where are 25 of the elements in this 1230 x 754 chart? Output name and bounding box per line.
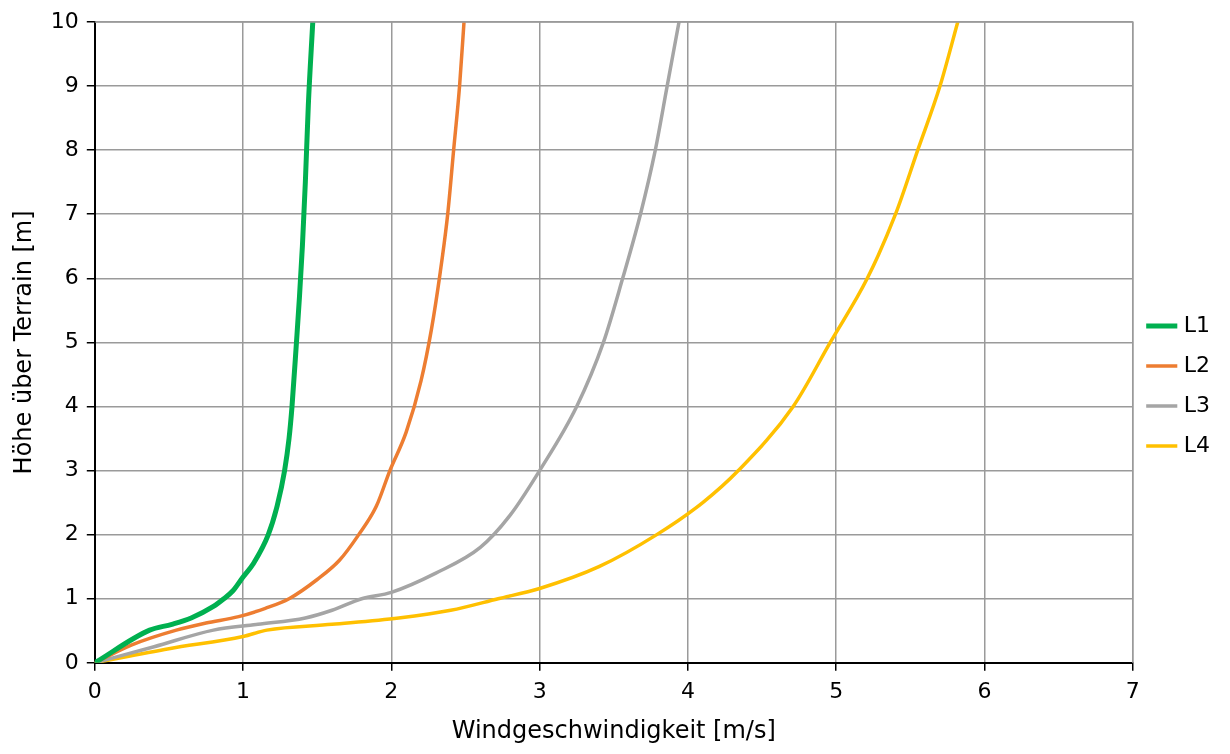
x-tick-label: 1 (236, 677, 251, 703)
y-tick-label: 1 (64, 584, 79, 610)
y-tick-label: 10 (50, 7, 79, 33)
y-tick-label: 6 (64, 264, 79, 290)
y-tick-label: 3 (64, 456, 79, 482)
y-tick-label: 4 (64, 392, 79, 418)
x-tick-label: 2 (384, 677, 399, 703)
legend-label: L1 (1183, 311, 1211, 337)
x-tick-label: 5 (829, 677, 844, 703)
x-tick-label: 7 (1125, 677, 1140, 703)
y-tick-label: 0 (64, 648, 79, 674)
legend-label: L3 (1183, 391, 1211, 417)
x-axis-title: Windgeschwindigkeit [m/s] (451, 715, 776, 744)
x-tick-label: 3 (532, 677, 547, 703)
y-tick-label: 2 (64, 520, 79, 546)
legend-label: L4 (1183, 431, 1211, 457)
x-tick-label: 0 (87, 677, 102, 703)
x-tick-label: 4 (680, 677, 695, 703)
x-tick-label: 6 (977, 677, 992, 703)
y-tick-label: 8 (64, 135, 79, 161)
legend-label: L2 (1183, 351, 1211, 377)
y-tick-label: 5 (64, 328, 79, 354)
y-tick-label: 7 (64, 199, 79, 225)
y-tick-label: 9 (64, 71, 79, 97)
y-axis-title: Höhe über Terrain [m] (8, 210, 37, 475)
